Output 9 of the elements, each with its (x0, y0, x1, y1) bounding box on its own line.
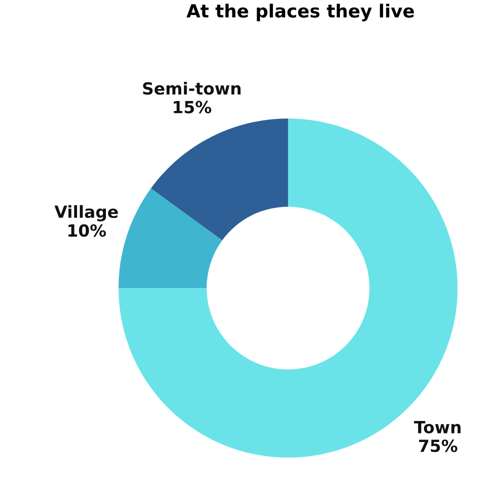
donut-slice (118, 188, 222, 288)
data-label: 75% (419, 439, 458, 452)
chart-title: At the places they live (186, 4, 414, 22)
slice-label: Town (414, 421, 461, 434)
data-label: 15% (174, 100, 212, 114)
data-label: 10% (68, 224, 106, 237)
slice-label: Semi-town (143, 82, 241, 95)
slice-label: Village (54, 205, 118, 222)
donut-slice (150, 118, 288, 240)
